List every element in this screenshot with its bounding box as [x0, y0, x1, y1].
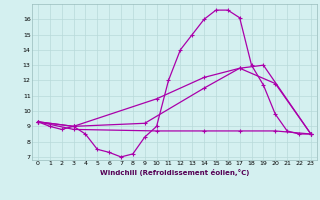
X-axis label: Windchill (Refroidissement éolien,°C): Windchill (Refroidissement éolien,°C) [100, 169, 249, 176]
